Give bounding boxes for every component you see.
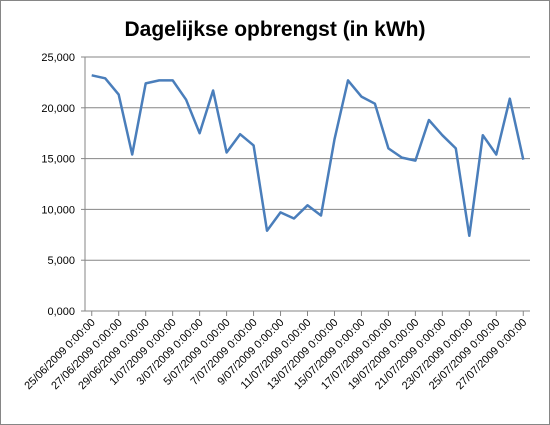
y-tick-label: 5,000 [47,255,75,267]
y-tick-label: 0,000 [47,306,75,318]
chart-title: Dagelijkse opbrengst (in kWh) [124,18,425,41]
y-tick-label: 25,000 [41,52,75,64]
line [91,74,525,238]
y-tick-label: 10,000 [41,204,75,216]
y-tick-label: 15,000 [41,154,75,166]
y-tick-label: 20,000 [41,103,75,115]
